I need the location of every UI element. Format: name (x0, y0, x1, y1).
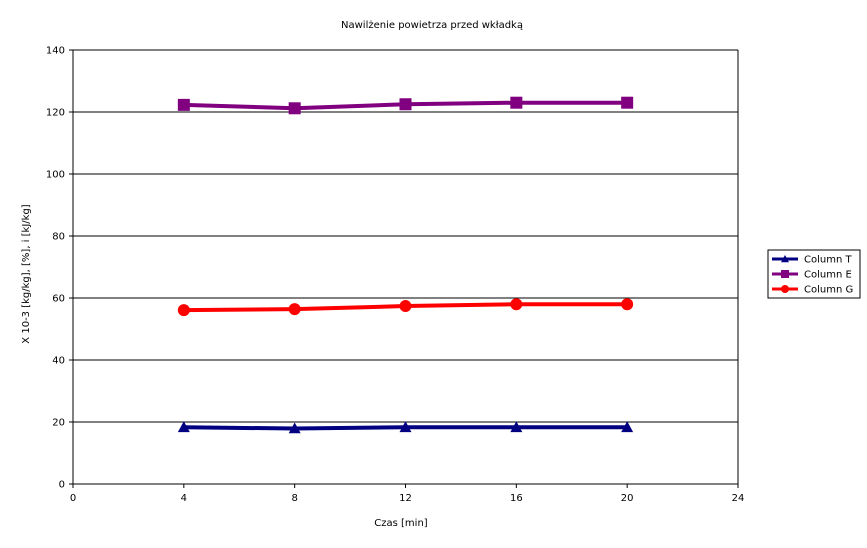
data-point-column-e (621, 96, 634, 109)
y-tick-label: 0 (59, 480, 65, 491)
x-tick-label: 8 (291, 493, 297, 504)
y-tick-label: 120 (46, 108, 65, 119)
legend-marker-column-t (781, 255, 789, 263)
y-tick-label: 80 (52, 232, 65, 243)
x-tick-label: 24 (732, 493, 745, 504)
data-point-column-t (177, 421, 190, 433)
data-point-column-g (288, 303, 301, 316)
x-axis-label: Czas [min] (374, 518, 428, 529)
data-point-column-g (399, 300, 412, 313)
data-point-column-e (288, 102, 301, 115)
y-axis-label: X 10-3 [kg/kg], [%], i [kJ/kg] (21, 204, 32, 343)
legend-label-column-e: Column E (804, 270, 852, 281)
y-tick-label: 60 (52, 294, 65, 305)
data-point-column-t (510, 421, 523, 433)
data-point-column-t (399, 421, 412, 433)
series-layer (177, 96, 634, 434)
data-point-column-e (399, 98, 412, 111)
x-tick-label: 4 (181, 493, 187, 504)
chart-title: Nawilżenie powietrza przed wkładką (341, 20, 523, 31)
data-point-column-g (621, 298, 634, 311)
axes (72, 50, 739, 485)
data-point-column-e (510, 96, 523, 109)
legend-label-column-g: Column G (804, 285, 853, 296)
x-tick-label: 12 (399, 493, 412, 504)
y-tick-label: 100 (46, 170, 65, 181)
data-point-column-e (177, 98, 190, 111)
y-axis-ticks: 0 20 40 60 80 100 120 140 (46, 46, 73, 491)
y-tick-label: 40 (52, 356, 65, 367)
y-tick-label: 20 (52, 418, 65, 429)
x-tick-label: 16 (510, 493, 523, 504)
y-tick-label: 140 (46, 46, 65, 57)
legend-marker-column-e (781, 270, 789, 278)
legend: Column T Column E Column G (767, 249, 861, 299)
legend-label-column-t: Column T (804, 255, 852, 266)
data-point-column-g (177, 304, 190, 317)
x-tick-label: 0 (70, 493, 76, 504)
data-point-column-g (510, 298, 523, 311)
x-tick-label: 20 (621, 493, 634, 504)
x-axis-ticks: 0 4 8 12 16 20 24 (70, 484, 745, 504)
data-point-column-t (288, 422, 301, 434)
gridlines (73, 49, 738, 485)
legend-marker-column-g (781, 285, 789, 293)
data-point-column-t (621, 421, 634, 433)
